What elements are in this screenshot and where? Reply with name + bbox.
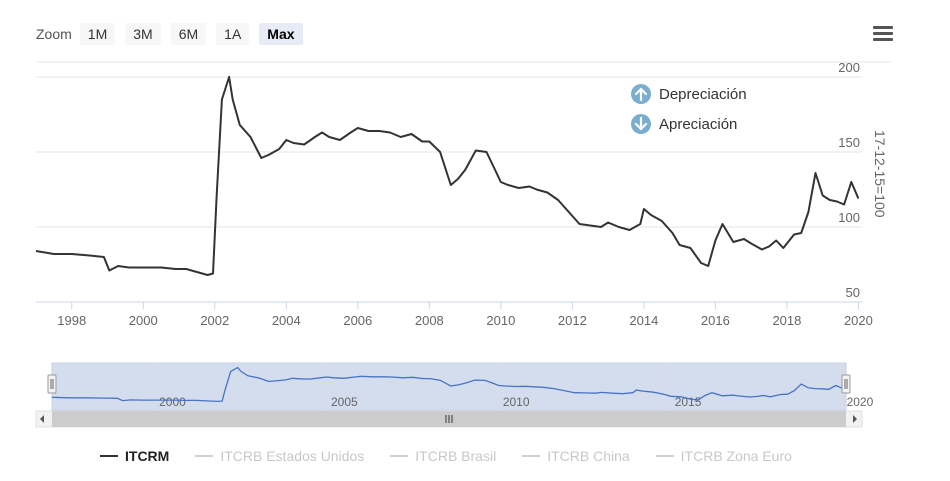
icon-arrow [634,87,648,102]
legend-item-itcrb-zona-euro[interactable]: ITCRB Zona Euro [655,448,792,464]
legend-label: ITCRM [125,448,170,464]
legend-swatch [655,455,674,457]
x-axis: 1998 2000 2002 2004 2006 2008 2010 2012 2014 2016… [36,301,873,328]
legend-swatch [100,455,118,457]
legend: ITCRM ITCRB Estados Unidos ITCRB Brasil … [100,448,818,464]
handle-body [841,374,851,394]
navigator-tick-label: 2020 [847,395,874,409]
series-line-itcrm [35,76,860,276]
navigator-tick-label: 2010 [503,395,530,409]
x-tick-label: 2020 [844,313,873,328]
arrow-up-circle-icon [631,84,651,104]
zoom-max-button[interactable]: Max [259,23,303,45]
x-tick-label: 2016 [701,313,730,328]
legend-swatch [390,455,409,457]
navigator-scrollbar[interactable] [35,410,863,428]
legend-swatch [195,455,214,457]
zoom-toolbar: Zoom 1M 3M 6M 1A Max [36,22,313,46]
y-tick-label: 150 [838,135,860,150]
scroll-right-arrow-icon [853,415,857,423]
zoom-6m-button[interactable]: 6M [170,23,207,45]
x-tick-label: 2018 [772,313,801,328]
navigator-tick-label: 2005 [331,395,358,409]
legend-label: ITCRB Brasil [415,448,497,464]
x-tick-label: 2010 [486,313,515,328]
x-tick-label: 2014 [629,313,658,328]
hamburger-menu-icon[interactable] [873,26,893,42]
x-tick-label: 2004 [272,313,301,328]
x-tick-label: 2006 [343,313,372,328]
y-tick-label: 100 [838,210,860,225]
annotation-label: Depreciación [659,86,747,103]
y-axis-title: 17-12-15=100 [872,130,888,218]
x-tick-label: 1998 [57,313,86,328]
legend-item-itcrb-brasil[interactable]: ITCRB Brasil [390,448,496,464]
legend-swatch [522,455,541,457]
annotations: Depreciación Apreciación [631,84,747,134]
legend-label: ITCRB Estados Unidos [220,448,365,464]
arrow-down-circle-icon [631,114,651,134]
series-layer [35,76,860,276]
legend-item-itcrb-china[interactable]: ITCRB China [522,448,630,464]
legend-label: ITCRB Zona Euro [680,448,792,464]
navigator-tick-label: 2015 [675,395,702,409]
zoom-3m-button[interactable]: 3M [125,23,161,45]
navigator-right-handle[interactable] [841,374,851,394]
navigator-series-line [51,366,843,403]
x-tick-label: 2012 [558,313,587,328]
y-tick-label: 200 [838,60,860,75]
navigator-tick-label: 2000 [159,395,186,409]
annotation-label: Apreciación [659,116,737,133]
scroll-left-arrow-icon [40,415,44,423]
x-tick-label: 2008 [415,313,444,328]
grid-lines [36,61,892,303]
navigator[interactable]: 2000 2005 2010 2015 2020 [35,362,874,428]
x-tick-label: 2000 [129,313,158,328]
y-axis: 50 100 150 200 [838,60,860,300]
zoom-1a-button[interactable]: 1A [216,23,250,45]
y-tick-label: 50 [846,285,860,300]
legend-label: ITCRB China [547,448,630,464]
handle-body [47,374,57,394]
legend-item-itcrb-estados-unidos[interactable]: ITCRB Estados Unidos [195,448,364,464]
icon-arrow [634,116,648,131]
zoom-label: Zoom [36,26,72,42]
navigator-selection [51,362,847,411]
legend-item-itcrm[interactable]: ITCRM [100,448,169,464]
x-tick-label: 2002 [200,313,229,328]
zoom-1m-button[interactable]: 1M [79,23,116,45]
navigator-left-handle[interactable] [47,374,57,394]
